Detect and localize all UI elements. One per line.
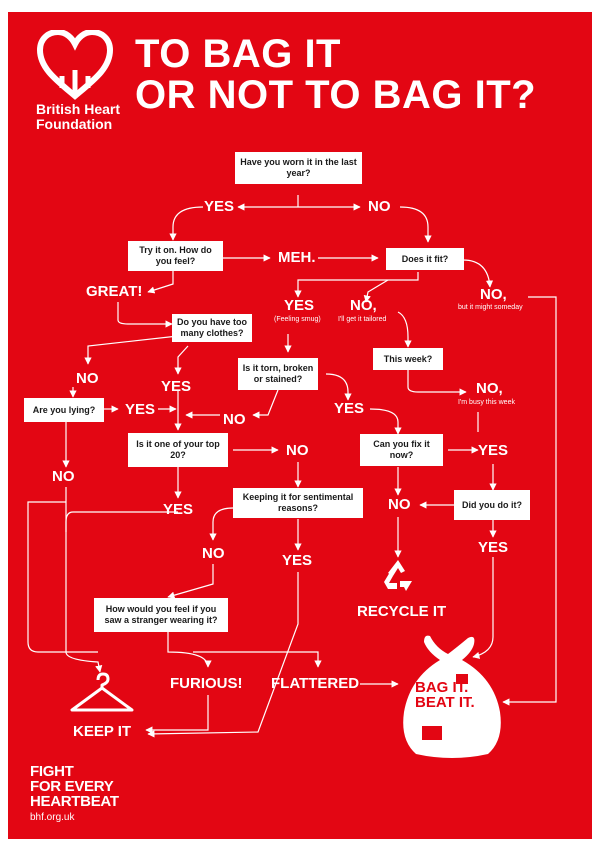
label-yes-sentimental: YES [282, 552, 313, 569]
label-no-too-many: NO [76, 370, 99, 387]
bag-line-2: BEAT IT. [415, 694, 475, 711]
footer-line-3: HEARTBEAT [30, 793, 119, 810]
outcome-recycle: RECYCLE IT [357, 603, 447, 620]
footer-line-1: FIGHT [30, 763, 74, 780]
node-stranger: How would you feel if you saw a stranger… [94, 598, 228, 632]
node-fit: Does it fit? [386, 248, 464, 270]
label-no-someday: NO, [480, 286, 507, 303]
label-no-torn: NO [223, 411, 246, 428]
label-flattered: FLATTERED [271, 675, 360, 692]
label-no-busy: NO, [476, 380, 503, 397]
title-line-2: OR NOT TO BAG IT? [135, 73, 537, 117]
node-top20: Is it one of your top 20? [128, 433, 228, 467]
label-no-lying: NO [52, 468, 75, 485]
label-yes-torn: YES [334, 400, 365, 417]
node-torn: Is it torn, broken or stained? [238, 358, 318, 390]
label-furious: FURIOUS! [170, 675, 243, 692]
donation-bag-icon [403, 635, 501, 758]
node-did-you: Did you do it? [454, 490, 530, 520]
poster: British Heart Foundation TO BAG IT OR NO… [8, 12, 592, 839]
label-yes-fit: YES [284, 297, 315, 314]
label-great: GREAT! [86, 283, 143, 300]
label-yes-did: YES [478, 539, 509, 556]
title-line-1: TO BAG IT [135, 32, 341, 76]
node-lying: Are you lying? [24, 398, 104, 422]
label-yes-top20: YES [163, 501, 194, 518]
outcome-keep: KEEP IT [73, 723, 132, 740]
label-no-sentimental: NO [202, 545, 225, 562]
recycle-icon [384, 560, 412, 591]
label-no-fit: NO, [350, 297, 377, 314]
page-title: TO BAG IT OR NOT TO BAG IT? [135, 34, 536, 116]
node-fix-now: Can you fix it now? [360, 434, 443, 466]
brand-line-1: British Heart [36, 101, 121, 117]
label-yes-fix: YES [478, 442, 509, 459]
node-try-on: Try it on. How do you feel? [128, 241, 223, 271]
label-no-fix: NO [388, 496, 411, 513]
heart-logo-icon [36, 30, 114, 100]
hanger-icon [70, 672, 134, 712]
footer-url[interactable]: bhf.org.uk [30, 812, 75, 823]
node-this-week: This week? [373, 348, 443, 370]
label-no-top20: NO [286, 442, 309, 459]
label-yes-lying: YES [125, 401, 156, 418]
node-sentimental: Keeping it for sentimental reasons? [233, 488, 363, 518]
label-no-fit-note: I'll get it tailored [338, 316, 387, 323]
brand-line-2: Foundation [36, 116, 113, 132]
brand-name: British Heart Foundation [36, 102, 120, 132]
label-yes-worn: YES [204, 198, 235, 215]
node-too-many: Do you have too many clothes? [172, 314, 252, 342]
bag-line-1: BAG IT. [415, 679, 469, 696]
label-no-someday-note: but it might someday [458, 304, 523, 311]
label-yes-fit-note: (Feeling smug) [274, 316, 321, 323]
node-worn: Have you worn it in the last year? [235, 152, 362, 184]
label-yes-too-many: YES [161, 378, 192, 395]
outcome-bag: BAG IT. BEAT IT. [415, 680, 475, 710]
label-meh: MEH. [278, 249, 316, 266]
label-no-busy-note: I'm busy this week [458, 399, 515, 406]
label-no-worn: NO [368, 198, 391, 215]
flowchart-connectors [27, 195, 557, 738]
footer-tagline: FIGHT FOR EVERY HEARTBEAT [30, 764, 119, 809]
footer-line-2: FOR EVERY [30, 778, 114, 795]
